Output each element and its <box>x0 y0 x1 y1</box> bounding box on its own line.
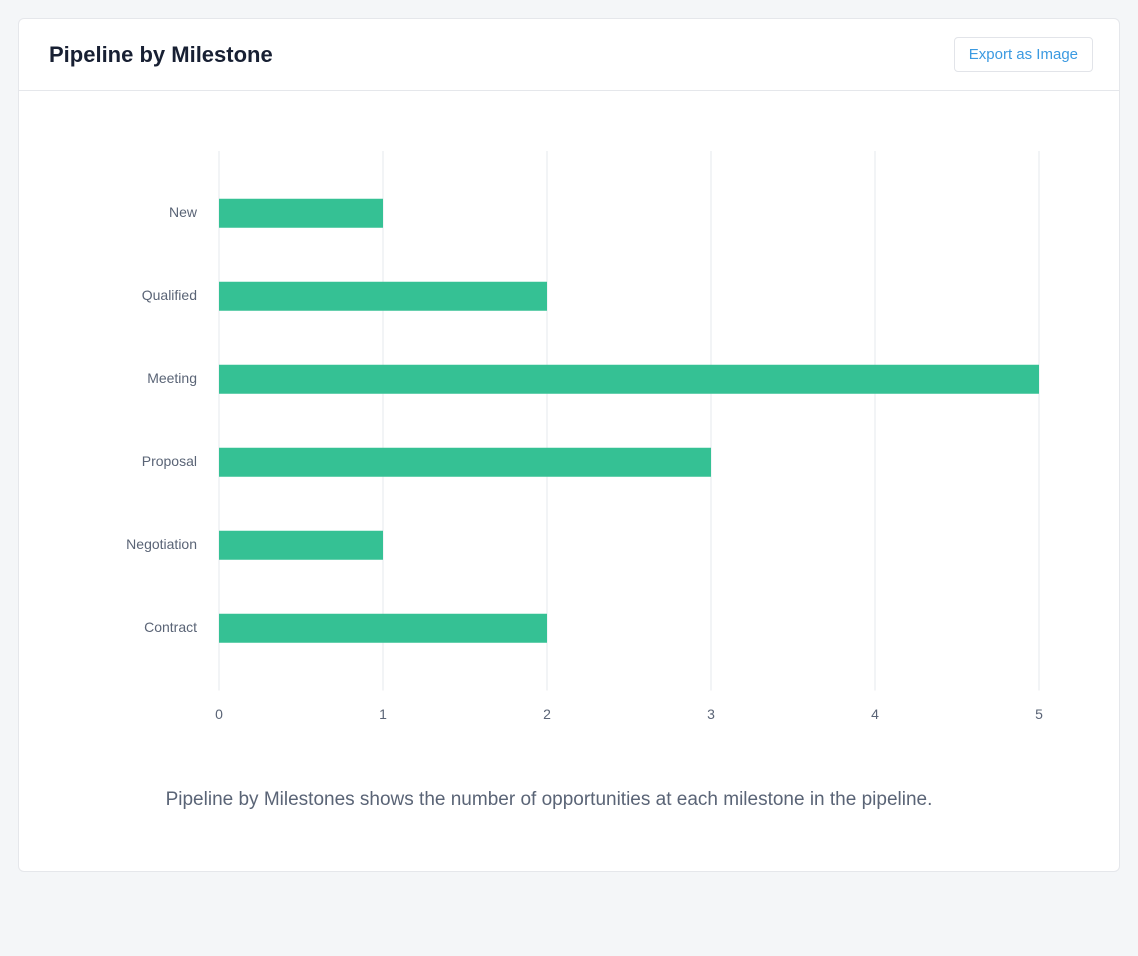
chart-caption: Pipeline by Milestones shows the number … <box>39 789 1059 811</box>
bar <box>219 448 711 477</box>
y-axis-label: Negotiation <box>126 536 197 552</box>
bar <box>219 614 547 643</box>
chart-svg: New Qualified Meeting Proposal Negotiation Co… <box>39 151 1059 729</box>
x-axis-tick-label: 3 <box>707 706 715 722</box>
card-title: Pipeline by Milestone <box>49 42 273 68</box>
y-axis-label: Meeting <box>147 370 197 386</box>
x-axis-tick-label: 4 <box>871 706 879 722</box>
bar <box>219 365 1039 394</box>
bar <box>219 199 383 228</box>
x-axis-tick-label: 2 <box>543 706 551 722</box>
x-axis-tick-label: 0 <box>215 706 223 722</box>
y-axis-label: New <box>169 204 198 220</box>
export-image-button[interactable]: Export as Image <box>954 37 1093 72</box>
x-axis-tick-label: 1 <box>379 706 387 722</box>
card-header: Pipeline by Milestone Export as Image <box>19 19 1119 91</box>
y-axis-label: Contract <box>144 619 197 635</box>
pipeline-bar-chart: New Qualified Meeting Proposal Negotiation Co… <box>39 151 1059 729</box>
y-axis-label: Qualified <box>142 287 197 303</box>
bar <box>219 531 383 560</box>
y-axis-label: Proposal <box>142 453 197 469</box>
x-axis-tick-label: 5 <box>1035 706 1043 722</box>
chart-card: Pipeline by Milestone Export as Image Ne… <box>18 18 1120 872</box>
bar <box>219 282 547 311</box>
card-body: New Qualified Meeting Proposal Negotiation Co… <box>19 91 1119 871</box>
